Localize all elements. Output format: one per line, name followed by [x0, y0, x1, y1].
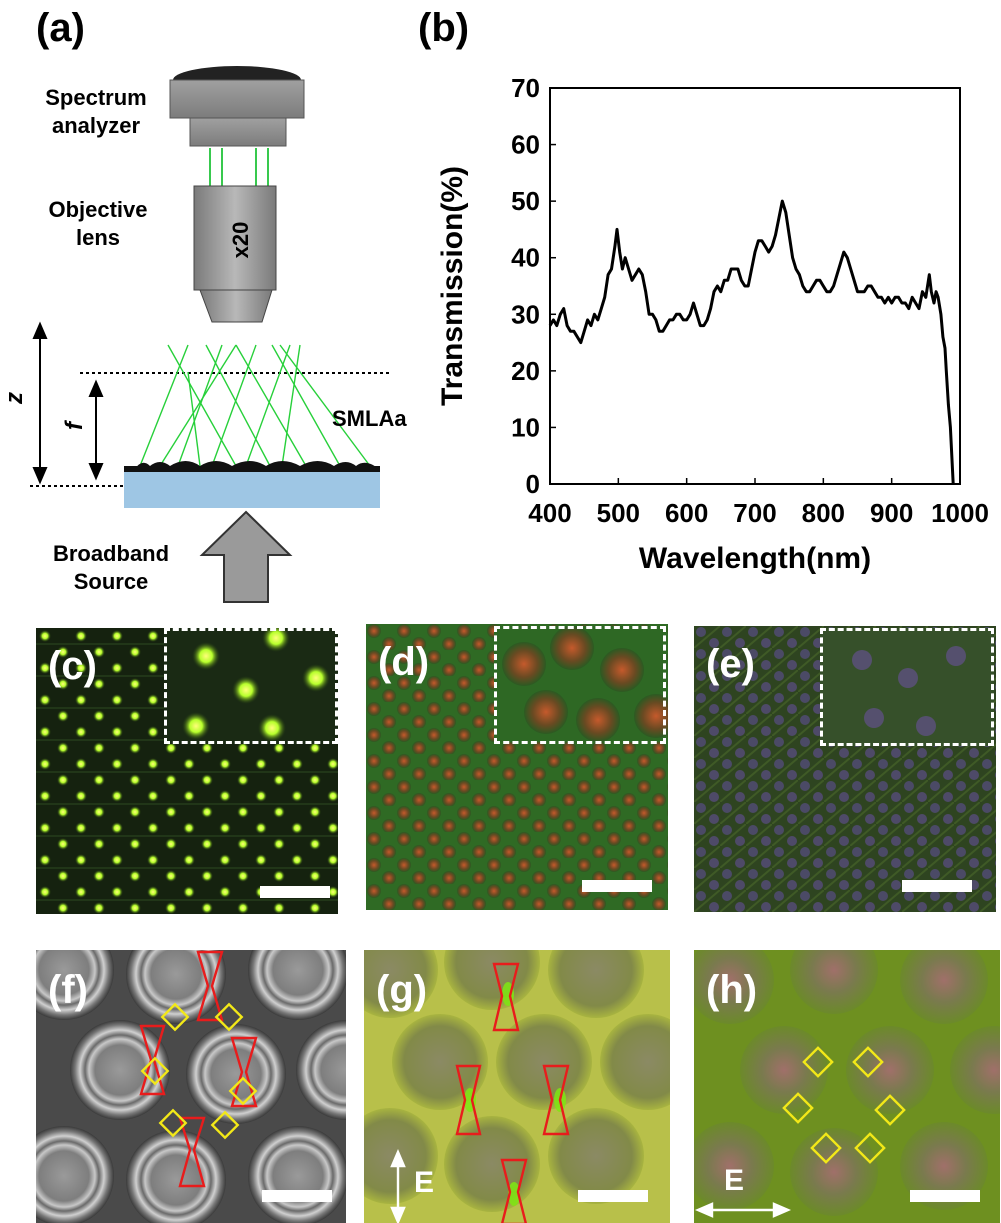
scale-bar-e — [902, 880, 972, 892]
objective-lens-line1: Objective — [48, 197, 148, 222]
y-tick-label-5: 50 — [511, 186, 540, 216]
transmission-chart: 0 10 20 30 40 50 60 70 400 500 600 700 800 900 1000 Wav… — [436, 73, 989, 575]
y-tick-label-6: 60 — [511, 130, 540, 160]
focusing-rays — [139, 344, 371, 467]
panel-e-label: (e) — [706, 642, 755, 686]
diamond-markers-h — [782, 1046, 906, 1164]
objective-lens-icon — [193, 185, 277, 323]
y-tick-label-7: 70 — [511, 73, 540, 103]
polarization-label-h: E — [724, 1164, 745, 1197]
x-tick-label-1: 500 — [597, 498, 640, 528]
setup-schematic: x20 z f SMLAa — [1, 66, 407, 603]
x-tick-label-5: 900 — [870, 498, 913, 528]
y-tick-label-2: 20 — [511, 356, 540, 386]
f-label: f — [61, 420, 88, 430]
microlens-array — [124, 461, 380, 508]
panel-h-label: (h) — [706, 968, 758, 1012]
image-f-pattern — [36, 950, 346, 1223]
x-tick-label-2: 600 — [665, 498, 708, 528]
y-tick-label-4: 40 — [511, 243, 540, 273]
spectrum-analyzer-icon — [169, 66, 305, 147]
scale-bar-f — [262, 1190, 332, 1202]
scale-bar-c — [260, 886, 330, 898]
source-arrow — [199, 510, 293, 603]
scale-bar-h — [910, 1190, 980, 1202]
x-tick-label-4: 800 — [802, 498, 845, 528]
collected-beams — [209, 148, 269, 186]
bowtie-markers-f — [139, 950, 258, 1188]
z-arrow — [32, 321, 48, 485]
spectrum-analyzer-line2: analyzer — [51, 113, 141, 138]
f-arrow — [88, 379, 104, 481]
image-e-pattern — [694, 626, 996, 912]
image-h-pattern — [694, 950, 1000, 1223]
y-tick-label-0: 0 — [526, 469, 540, 499]
polarization-arrow-h — [694, 1202, 792, 1218]
smla-label: SMLAa — [332, 406, 407, 431]
y-tick-label-1: 10 — [511, 412, 540, 442]
diamond-markers-f — [140, 1002, 258, 1140]
source-label: Broadband Source — [36, 540, 186, 596]
scale-bar-d — [582, 880, 652, 892]
panel-g-label: (g) — [376, 968, 428, 1012]
series-line-0 — [548, 199, 955, 485]
panel-a-label: (a) — [36, 6, 85, 50]
plot-frame — [549, 87, 961, 485]
magnification-text: x20 — [228, 222, 253, 259]
source-line1: Broadband — [52, 541, 170, 566]
objective-lens-line2: lens — [75, 225, 121, 250]
image-e: (e) — [694, 626, 996, 912]
x-tick-label-6: 1000 — [931, 498, 989, 528]
polarization-label-g: E — [414, 1166, 435, 1199]
panel-b-label: (b) — [418, 6, 470, 50]
x-tick-label-3: 700 — [733, 498, 776, 528]
panel-f-label: (f) — [48, 968, 88, 1012]
z-label: z — [1, 392, 28, 405]
scale-bar-g — [578, 1190, 648, 1202]
panel-c-label: (c) — [48, 644, 97, 688]
polarization-arrow-g — [390, 1148, 406, 1223]
bowtie-markers-g — [455, 962, 570, 1223]
image-d: (d) — [366, 624, 668, 910]
source-line2: Source — [73, 569, 149, 594]
panel-d-label: (d) — [378, 640, 430, 684]
spectrum-analyzer-line1: Spectrum — [45, 85, 147, 110]
image-c-inset — [164, 628, 338, 744]
image-c-pattern — [36, 628, 338, 914]
image-d-inset — [494, 626, 666, 744]
image-g: (g) E — [364, 950, 670, 1223]
y-axis-label: Transmission(%) — [436, 166, 469, 406]
image-h: (h) E — [694, 950, 1000, 1223]
image-e-inset — [820, 628, 994, 746]
y-tick-label-3: 30 — [511, 299, 540, 329]
x-tick-label-0: 400 — [528, 498, 571, 528]
x-axis-label: Wavelength(nm) — [639, 542, 871, 575]
image-d-pattern — [366, 624, 668, 910]
objective-lens-label: Objective lens — [28, 196, 168, 252]
spectrum-analyzer-label: Spectrum analyzer — [22, 84, 170, 140]
image-g-pattern — [364, 950, 670, 1223]
image-f: (f) — [36, 950, 346, 1223]
image-c: (c) — [36, 628, 338, 914]
